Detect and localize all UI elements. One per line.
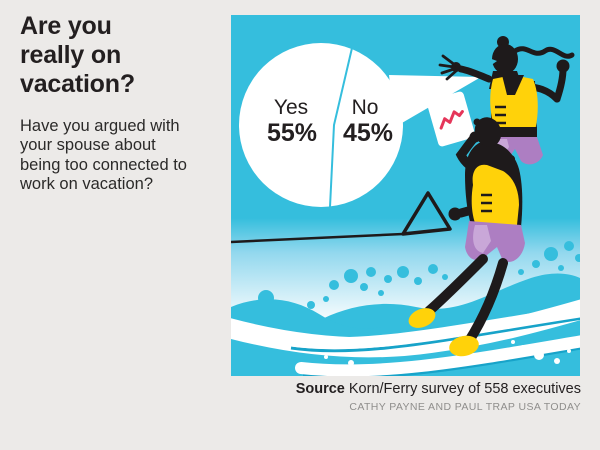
vest-laces-man [481,193,492,213]
rear-boot [449,335,479,357]
waist-band [489,127,537,137]
pie-circle [239,43,403,207]
raised-fist [556,59,570,73]
ski-shadow [290,316,580,353]
foam-bubbles [324,340,571,369]
source-text: Korn/Ferry survey of 558 executives [348,381,581,397]
pie-divider [329,47,353,208]
man-head [474,117,502,147]
source-line: Source Korn/Ferry survey of 558 executiv… [296,381,581,397]
man-back-leg [464,258,508,346]
tow-handle [401,191,452,236]
page-title: Are you really on vacation? [20,12,135,98]
tablet-chart-line [439,110,464,130]
rear-ski [295,335,580,376]
front-boot [408,308,436,328]
spread-fingers [438,54,458,81]
credit-line: CATHY PAYNE AND PAUL TRAP USA TODAY [349,401,581,413]
source-label: Source [295,381,345,397]
front-ski [281,305,580,350]
man-front-leg [424,254,488,316]
survey-question: Have you argued with your spouse about b… [20,117,187,193]
pie-value-no: 45% [343,119,393,147]
man-silhouette [408,91,525,357]
waterski-illustration: Yes 55% No 45% [231,15,580,376]
ponytail [512,46,575,59]
woman-left-arm [457,65,493,83]
pie-value-yes: 55% [267,119,317,147]
tow-rope [231,232,404,244]
illustration-panel: Yes 55% No 45% [231,15,580,376]
woman-silhouette [438,36,575,205]
pie-chart: Yes 55% No 45% [239,43,481,208]
hand-on-handle [448,207,462,221]
woman-life-vest [490,75,538,131]
pie-label-no: No [352,96,379,119]
open-mouth [489,58,497,66]
pie-label-yes: Yes [274,96,308,119]
woman-head [492,44,518,74]
